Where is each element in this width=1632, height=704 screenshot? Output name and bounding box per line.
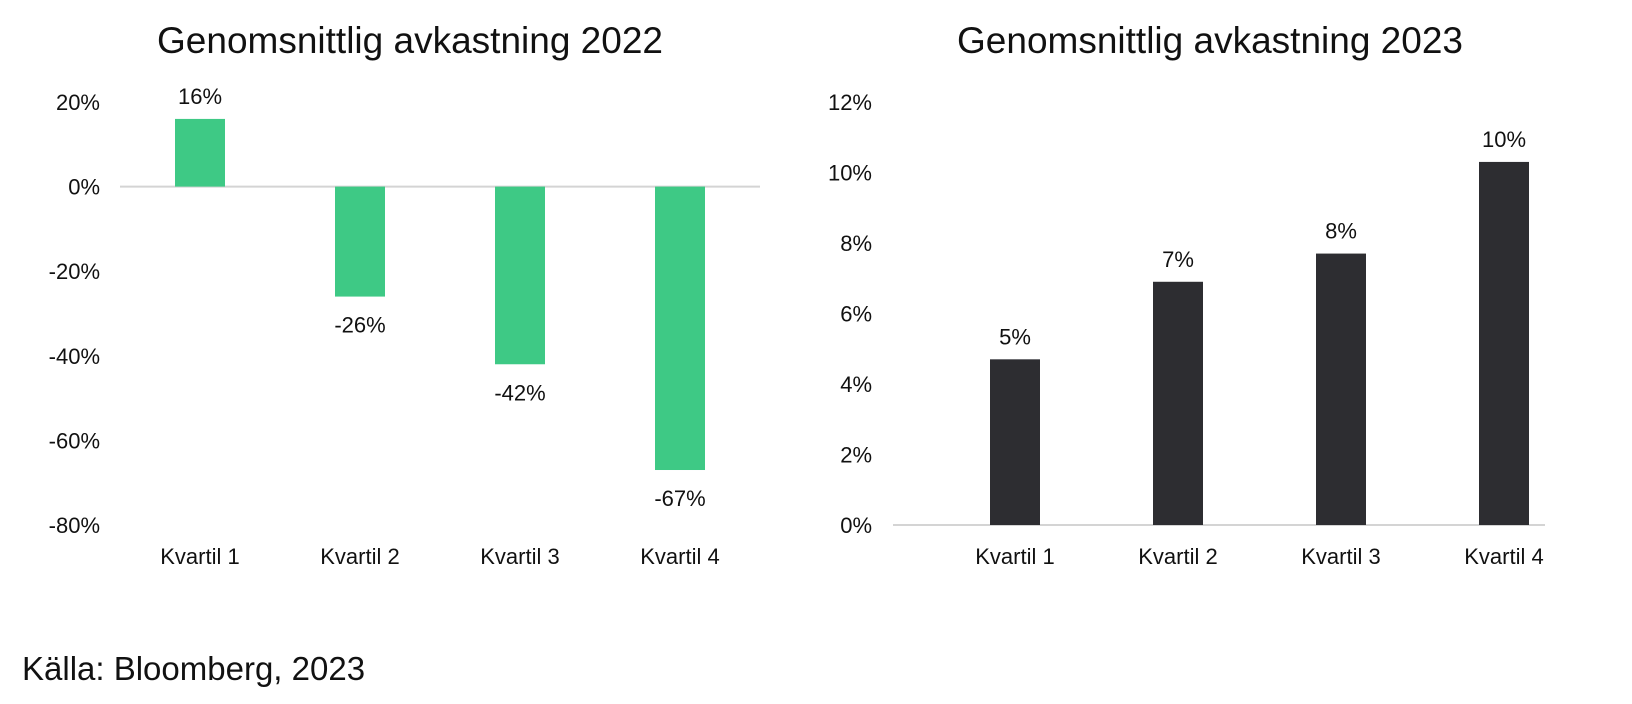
y-tick-label: 12% — [828, 90, 872, 115]
bar — [175, 118, 225, 187]
source-note: Källa: Bloomberg, 2023 — [22, 650, 366, 687]
data-label: -26% — [334, 313, 385, 338]
y-tick-label: 6% — [840, 302, 872, 327]
category-label: Kvartil 2 — [1138, 544, 1217, 569]
bar — [655, 186, 705, 471]
y-tick-label: -60% — [49, 428, 100, 453]
category-label: Kvartil 3 — [480, 544, 559, 569]
y-tick-label: 20% — [56, 90, 100, 115]
data-label: 16% — [178, 84, 222, 109]
y-tick-label: 0% — [840, 513, 872, 538]
data-label: 5% — [999, 324, 1031, 349]
bar — [1316, 253, 1366, 525]
y-tick-label: -80% — [49, 513, 100, 538]
category-label: Kvartil 3 — [1301, 544, 1380, 569]
bar — [1479, 161, 1529, 526]
chart-title-2023: Genomsnittlig avkastning 2023 — [957, 20, 1463, 61]
category-label: Kvartil 2 — [320, 544, 399, 569]
data-label: -42% — [494, 380, 545, 405]
y-tick-label: 10% — [828, 161, 872, 186]
bar — [335, 186, 385, 297]
bar — [990, 359, 1040, 525]
bar — [495, 186, 545, 365]
y-tick-label: -40% — [49, 344, 100, 369]
data-label: 7% — [1162, 247, 1194, 272]
category-label: Kvartil 1 — [160, 544, 239, 569]
category-label: Kvartil 4 — [640, 544, 719, 569]
y-tick-label: 0% — [68, 175, 100, 200]
chart-title-2022: Genomsnittlig avkastning 2022 — [157, 20, 663, 61]
category-label: Kvartil 1 — [975, 544, 1054, 569]
data-label: 8% — [1325, 219, 1357, 244]
data-label: -67% — [654, 486, 705, 511]
category-label: Kvartil 4 — [1464, 544, 1543, 569]
y-tick-label: 2% — [840, 443, 872, 468]
y-tick-label: 8% — [840, 231, 872, 256]
y-tick-label: -20% — [49, 259, 100, 284]
bar — [1153, 281, 1203, 525]
y-tick-label: 4% — [840, 372, 872, 397]
data-label: 10% — [1482, 127, 1526, 152]
